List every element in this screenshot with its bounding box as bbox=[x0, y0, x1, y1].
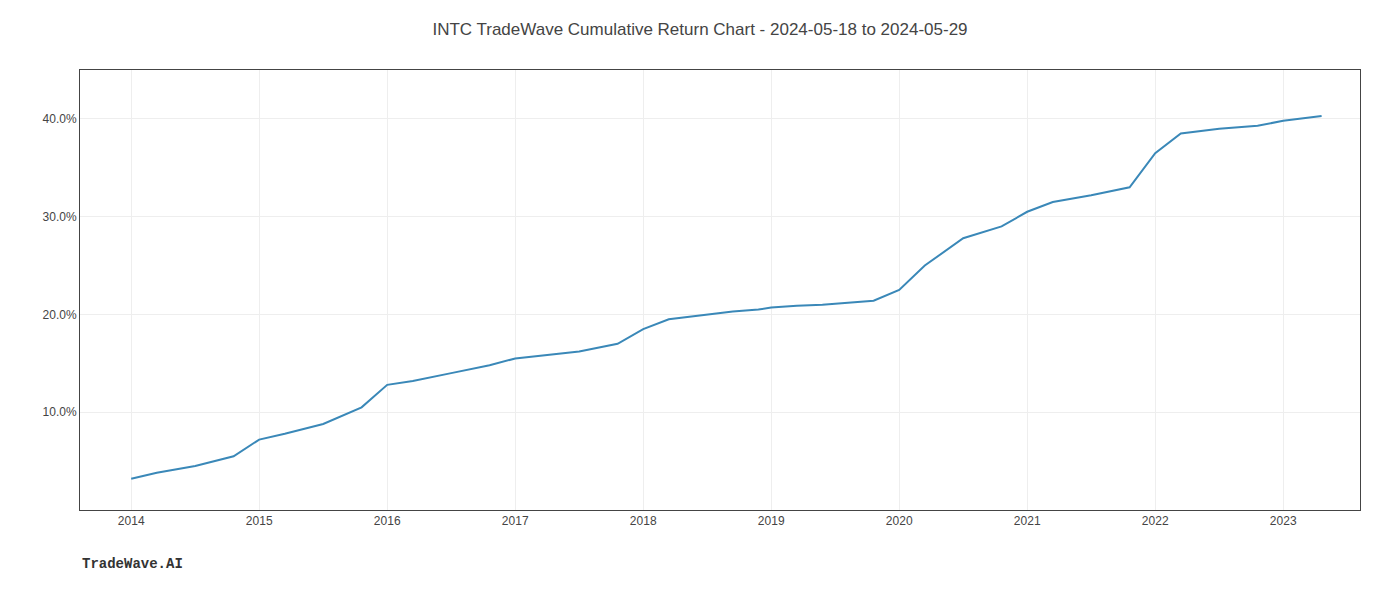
svg-text:30.0%: 30.0% bbox=[43, 210, 77, 224]
svg-text:TradeWave.AI: TradeWave.AI bbox=[82, 556, 183, 572]
svg-text:2017: 2017 bbox=[502, 514, 529, 528]
svg-text:2021: 2021 bbox=[1014, 514, 1041, 528]
svg-text:2020: 2020 bbox=[886, 514, 913, 528]
svg-text:INTC TradeWave Cumulative Retu: INTC TradeWave Cumulative Return Chart -… bbox=[432, 20, 967, 39]
svg-text:20.0%: 20.0% bbox=[43, 308, 77, 322]
svg-text:40.0%: 40.0% bbox=[43, 112, 77, 126]
svg-text:2014: 2014 bbox=[118, 514, 145, 528]
svg-text:2022: 2022 bbox=[1142, 514, 1169, 528]
svg-text:2019: 2019 bbox=[758, 514, 785, 528]
svg-text:2016: 2016 bbox=[374, 514, 401, 528]
svg-text:2015: 2015 bbox=[246, 514, 273, 528]
svg-text:10.0%: 10.0% bbox=[43, 405, 77, 419]
svg-text:2018: 2018 bbox=[630, 514, 657, 528]
svg-text:2023: 2023 bbox=[1270, 514, 1297, 528]
